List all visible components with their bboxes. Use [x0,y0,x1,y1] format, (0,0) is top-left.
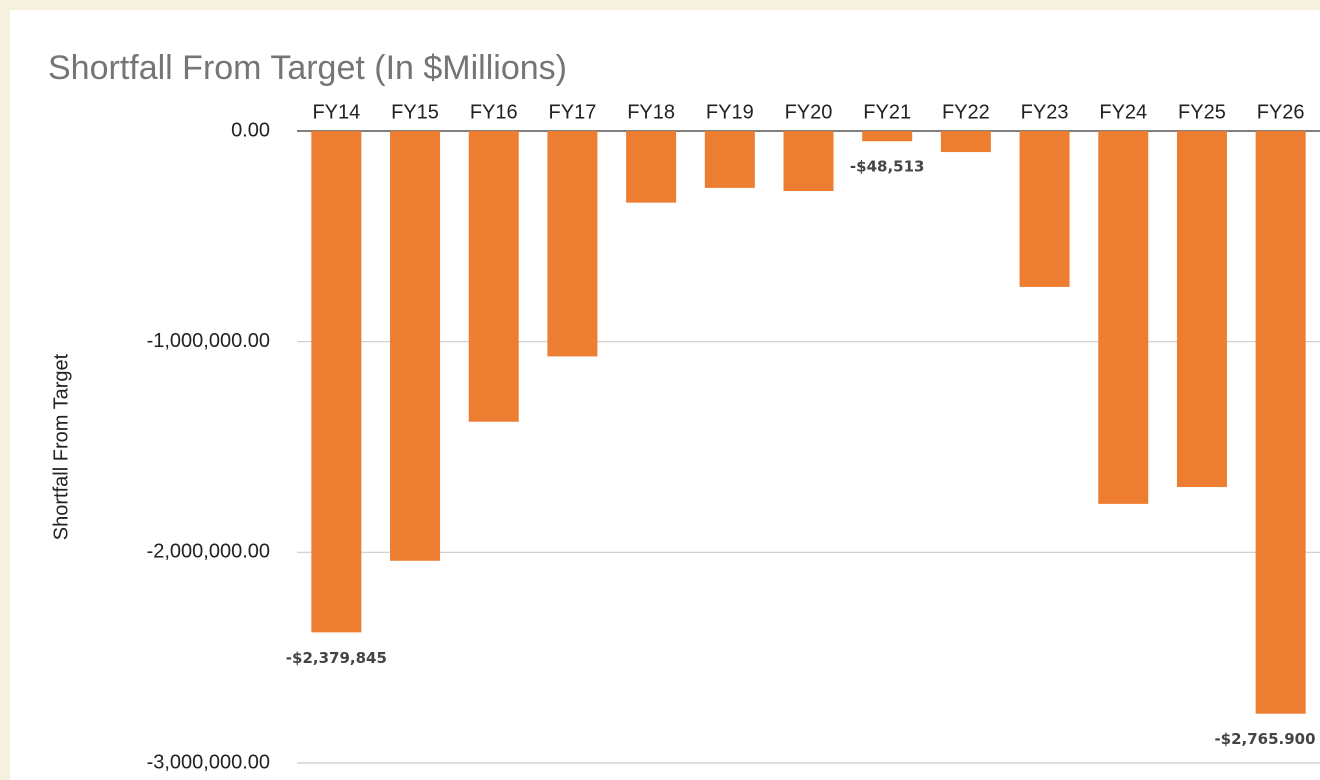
x-tick-label: FY14 [312,101,360,123]
x-tick-label: FY16 [470,101,518,123]
bar [1255,131,1306,714]
x-tick-label: FY15 [391,101,439,123]
bar [311,131,362,633]
bar [783,131,834,192]
x-tick-label: FY17 [549,101,597,123]
y-tick-label: -1,000,000.00 [147,330,270,352]
bar [626,131,677,203]
y-tick-label: -2,000,000.00 [147,541,270,563]
bar [1019,131,1070,287]
bar [1176,131,1227,488]
x-tick-label: FY21 [863,101,911,123]
bar [704,131,755,188]
value-label: -$2,765.900 [1214,730,1315,748]
chart-title: Shortfall From Target (In $Millions) [48,49,567,87]
bar [1098,131,1149,504]
bar [547,131,598,357]
x-tick-label: FY18 [627,101,675,123]
value-label: -$2,379,845 [286,649,387,667]
value-label: -$48,513 [850,158,925,176]
x-tick-label: FY23 [1021,101,1069,123]
x-tick-label: FY19 [706,101,754,123]
bar [468,131,519,422]
bar [390,131,441,561]
bar [940,131,991,153]
y-tick-label: -3,000,000.00 [147,751,270,773]
x-tick-label: FY26 [1257,101,1305,123]
x-tick-label: FY22 [942,101,990,123]
x-tick-label: FY20 [785,101,833,123]
y-tick-label: 0.00 [231,119,270,141]
y-axis-title: Shortfall From Target [50,353,72,540]
bar [862,131,913,142]
x-tick-label: FY24 [1099,101,1147,123]
x-tick-label: FY25 [1178,101,1226,123]
